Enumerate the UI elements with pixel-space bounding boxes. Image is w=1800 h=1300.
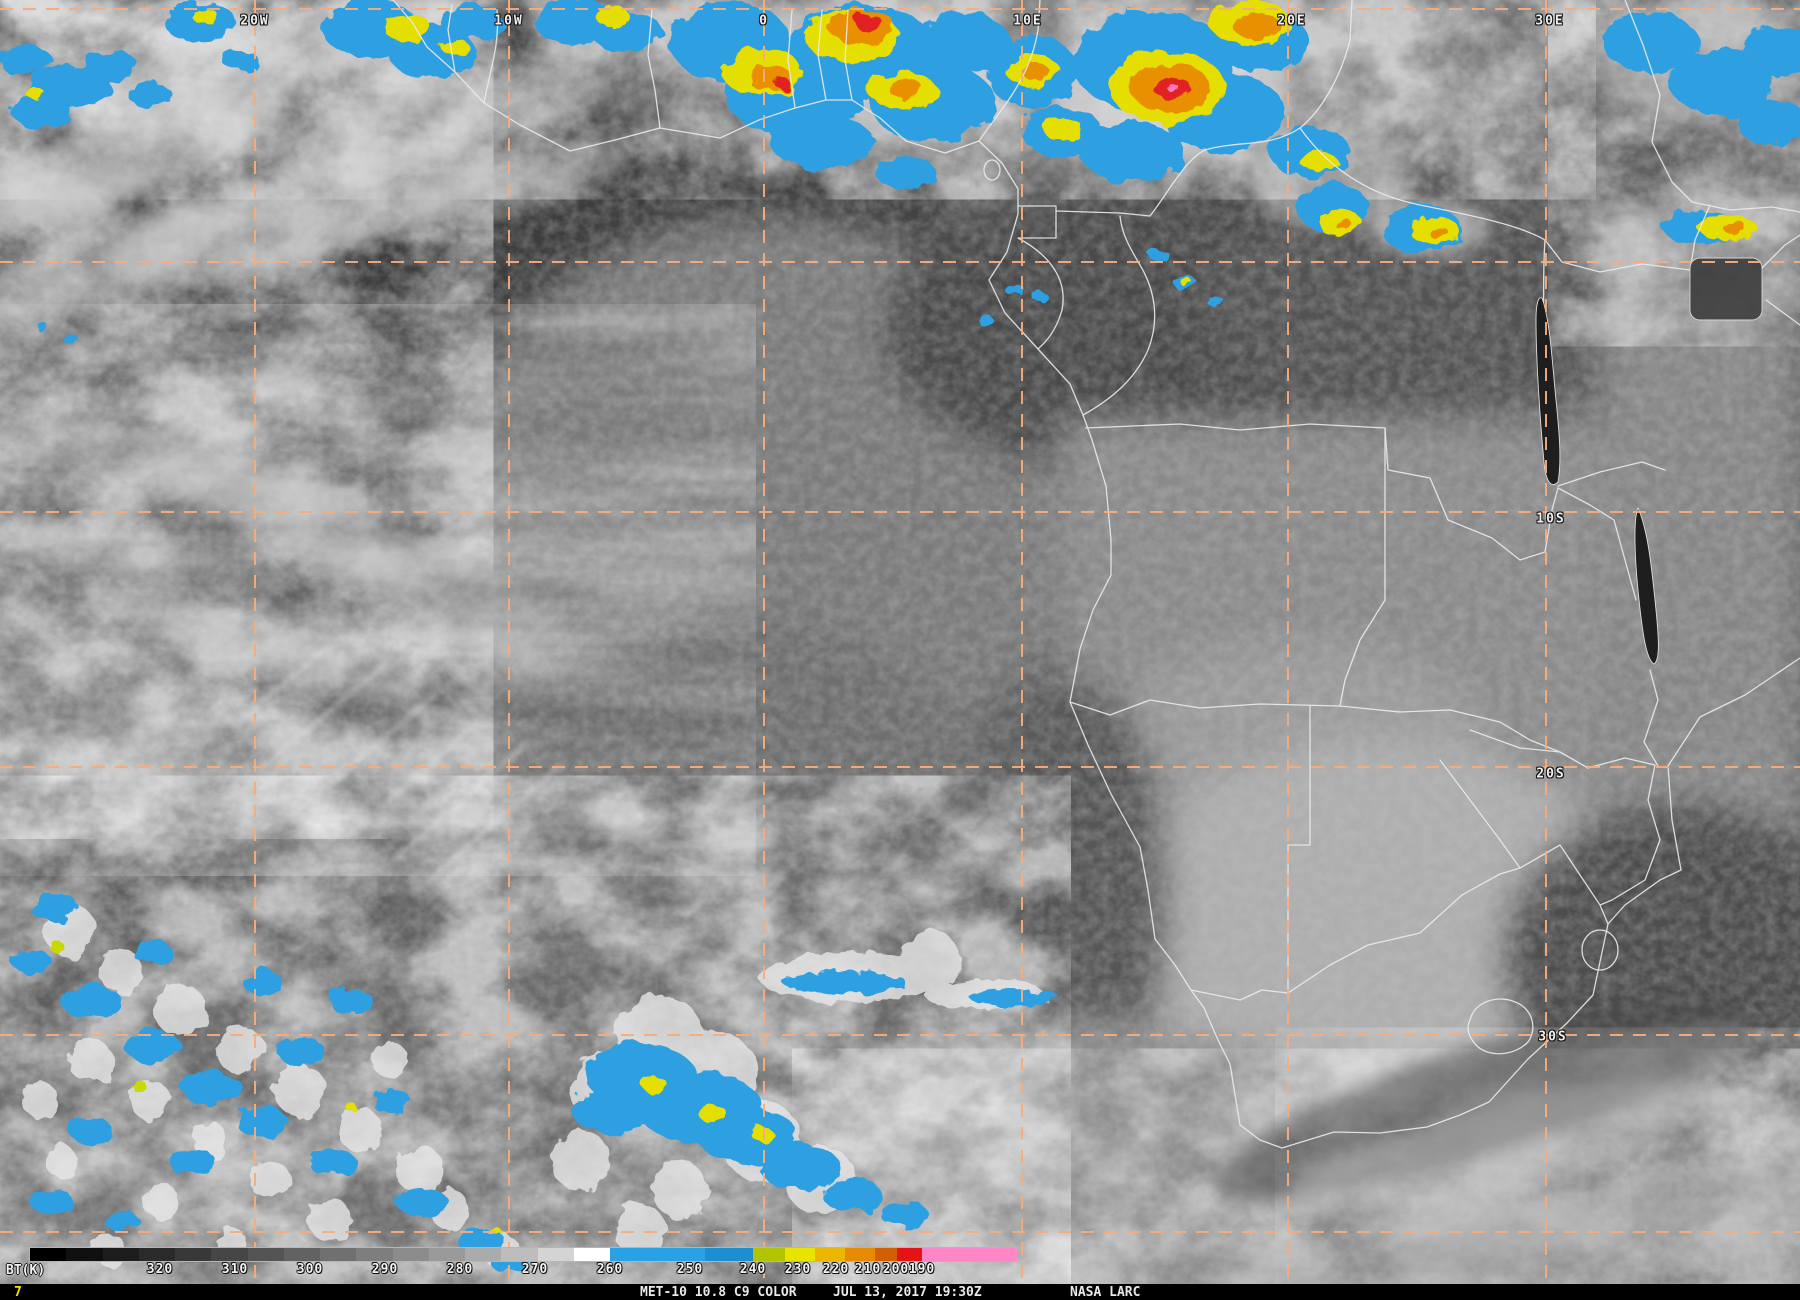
colorbar-segment: [211, 1248, 248, 1261]
lakes-layer: [1535, 257, 1763, 665]
colorbar-tick: 210: [854, 1262, 882, 1277]
colorbar-segment: [705, 1248, 753, 1261]
colorbar-tick: 250: [676, 1262, 704, 1277]
lake-malawi: [1634, 506, 1659, 665]
footer-bar: 7 MET-10 10.8 C9 COLOR JUL 13, 2017 19:3…: [0, 1284, 1800, 1300]
colorbar-tick: 280: [446, 1262, 474, 1277]
colorbar-segment: [753, 1248, 785, 1261]
colorbar-units-label: BT(K): [6, 1263, 46, 1278]
colorbar-segment: [356, 1248, 393, 1261]
lake-tanganyika: [1535, 297, 1561, 485]
colorbar-segment: [138, 1248, 175, 1261]
colorbar-segment: [897, 1248, 922, 1261]
colorbar-segment: [30, 1248, 67, 1261]
colorbar-tick: 240: [739, 1262, 767, 1277]
colorbar-tick: 230: [784, 1262, 812, 1277]
colorbar-segment: [428, 1248, 465, 1261]
cold-top-yellowgreen-blobs: [50, 943, 148, 1092]
colorbar-segment: [875, 1248, 897, 1261]
cold-cloud-top-layer: [0, 0, 1800, 1273]
colorbar-segment: [66, 1248, 103, 1261]
colorbar-segment: [815, 1248, 845, 1261]
colorbar-tick: 300: [296, 1262, 324, 1277]
colorbar-segment: [573, 1248, 610, 1261]
colorbar: [29, 1247, 1017, 1262]
colorbar-tick: 290: [371, 1262, 399, 1277]
colorbar-segment: [392, 1248, 429, 1261]
colorbar-tick: 220: [822, 1262, 850, 1277]
coastline: [392, 0, 1800, 1149]
map-borders-layer: [392, 0, 1800, 1149]
colorbar-segment: [501, 1248, 538, 1261]
colorbar-segment: [537, 1248, 574, 1261]
swaziland-border: [1581, 929, 1619, 971]
cold-top-pink-blobs: [1169, 86, 1181, 94]
colorbar-segment: [785, 1248, 815, 1261]
bioko-island: [983, 159, 1001, 181]
datetime-label: JUL 13, 2017 19:30Z: [833, 1285, 982, 1300]
colorbar-tick: 270: [521, 1262, 549, 1277]
credit-label: NASA LARC: [1070, 1285, 1141, 1300]
colorbar-segment: [320, 1248, 357, 1261]
colorbar-tick: 260: [596, 1262, 624, 1277]
colorbar-tick: 320: [146, 1262, 174, 1277]
filament-cloud-layer: [233, 643, 562, 882]
colorbar-segment: [922, 1248, 1016, 1261]
colorbar-segment: [102, 1248, 139, 1261]
lake-victoria: [1689, 257, 1763, 321]
colorbar-segment: [610, 1248, 705, 1261]
colorbar-segment: [247, 1248, 284, 1261]
instrument-label: MET-10 10.8 C9 COLOR: [640, 1285, 797, 1300]
colorbar-tick: 310: [221, 1262, 249, 1277]
colorbar-segment: [845, 1248, 875, 1261]
channel-indicator: 7: [14, 1285, 22, 1300]
lesotho-border: [1467, 998, 1534, 1055]
colorbar-segment: [283, 1248, 320, 1261]
colorbar-segment: [465, 1248, 502, 1261]
colorbar-segment: [175, 1248, 212, 1261]
colorbar-tick: 190: [908, 1262, 936, 1277]
colorbar-tick: 200: [882, 1262, 910, 1277]
cold-top-red-blobs: [774, 14, 1192, 100]
colorbar-tick-row: 320 310 300 290 280 270 260 250 240 230 220 210 200 1…: [0, 1262, 1100, 1282]
